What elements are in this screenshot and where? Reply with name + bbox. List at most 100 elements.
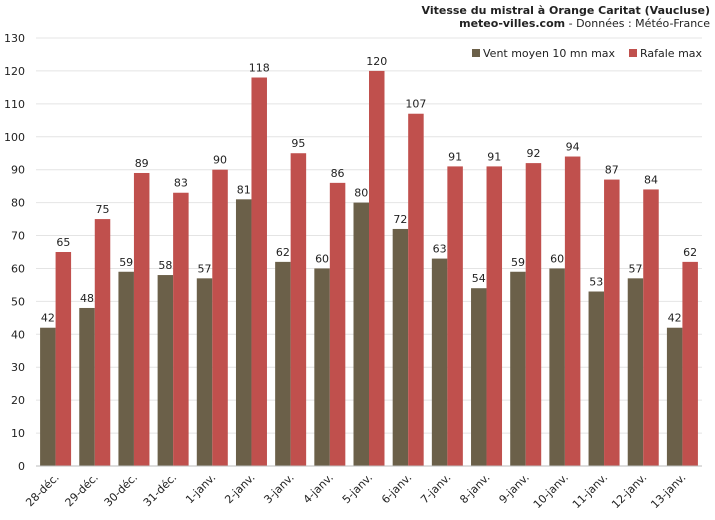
bar-rafale-max [212,170,228,466]
bar-rafale-max [604,180,620,466]
data-label: 60 [550,252,564,265]
y-tick-label: 0 [18,460,25,473]
bar-vent-moyen [393,229,409,466]
x-tick-label: 28-déc. [23,471,61,509]
bar-vent-moyen [40,328,56,466]
data-label: 60 [315,252,329,265]
data-label: 57 [198,262,212,275]
bar-vent-moyen [549,268,565,466]
bar-rafale-max [330,183,346,466]
bar-rafale-max [369,71,385,466]
data-label: 72 [393,213,407,226]
legend-swatch [472,49,480,57]
y-tick-label: 120 [4,65,25,78]
data-label: 120 [366,55,387,68]
data-label: 86 [331,167,345,180]
x-tick-label: 8-janv. [457,471,492,506]
data-label: 42 [41,312,55,325]
chart-header: Vitesse du mistral à Orange Caritat (Vau… [422,4,711,30]
data-label: 63 [433,243,447,256]
x-tick-label: 2-janv. [222,471,257,506]
bar-rafale-max [56,252,72,466]
bar-vent-moyen [275,262,291,466]
data-label: 75 [96,203,110,216]
data-label: 48 [80,292,94,305]
y-tick-label: 70 [11,230,25,243]
x-tick-label: 12-janv. [609,471,649,511]
x-tick-label: 31-déc. [141,471,179,509]
bar-vent-moyen [589,292,605,466]
bar-vent-moyen [354,203,370,466]
data-label: 94 [566,141,580,154]
x-tick-label: 13-janv. [648,471,688,511]
data-label: 81 [237,183,251,196]
bar-rafale-max [447,166,463,466]
bar-vent-moyen [510,272,526,466]
data-label: 87 [605,164,619,177]
bar-vent-moyen [118,272,134,466]
bar-vent-moyen [314,268,330,466]
bar-rafale-max [251,78,267,466]
x-tick-label: 30-déc. [102,471,140,509]
data-label: 80 [354,187,368,200]
data-label: 58 [158,259,172,272]
chart-title: Vitesse du mistral à Orange Caritat (Vau… [422,4,710,17]
data-label: 62 [276,246,290,259]
x-tick-label: 6-janv. [379,471,414,506]
y-tick-label: 60 [11,262,25,275]
x-tick-label: 11-janv. [570,471,610,511]
bar-rafale-max [291,153,307,466]
bar-rafale-max [565,157,581,466]
site-name: meteo-villes.com [459,17,565,30]
bar-rafale-max [173,193,189,466]
x-tick-label: 9-janv. [497,471,532,506]
data-label: 91 [448,150,462,163]
legend-label: Vent moyen 10 mn max [483,47,616,60]
chart-subtitle: meteo-villes.com - Données : Météo-Franc… [459,17,710,30]
y-tick-label: 40 [11,328,25,341]
x-tick-label: 5-janv. [340,471,375,506]
y-tick-label: 130 [4,32,25,45]
x-tick-label: 7-janv. [418,471,453,506]
data-label: 59 [511,256,525,269]
y-tick-label: 80 [11,197,25,210]
data-label: 107 [405,98,426,111]
bar-vent-moyen [158,275,174,466]
y-tick-label: 100 [4,131,25,144]
x-tick-label: 3-janv. [261,471,296,506]
data-label: 118 [249,62,270,75]
x-tick-label: 10-janv. [531,471,571,511]
data-label: 90 [213,154,227,167]
bar-vent-moyen [236,199,252,466]
data-source: - Données : Météo-France [565,17,710,30]
x-tick-label: 29-déc. [63,471,101,509]
bar-rafale-max [95,219,111,466]
x-tick-label: 1-janv. [183,471,218,506]
data-label: 92 [526,147,540,160]
x-tick-label: 4-janv. [301,471,336,506]
bar-rafale-max [682,262,698,466]
bar-rafale-max [643,189,659,466]
bar-rafale-max [487,166,503,466]
y-tick-label: 10 [11,427,25,440]
data-label: 83 [174,177,188,190]
data-label: 62 [683,246,697,259]
bar-vent-moyen [432,259,448,466]
data-label: 89 [135,157,149,170]
y-tick-label: 90 [11,164,25,177]
y-tick-label: 110 [4,98,25,111]
x-axis-ticks: 28-déc. 29-déc. 30-déc. 31-déc. 1-janv. 2-jan… [23,471,688,511]
data-label: 65 [56,236,70,249]
bar-vent-moyen [197,278,213,466]
data-label: 91 [487,150,501,163]
legend-swatch [629,49,637,57]
data-label: 59 [119,256,133,269]
legend: Vent moyen 10 mn max Rafale max [472,47,703,60]
data-label: 42 [668,312,682,325]
data-label: 84 [644,173,658,186]
bar-vent-moyen [667,328,683,466]
legend-label: Rafale max [640,47,703,60]
y-tick-label: 30 [11,361,25,374]
y-axis-ticks: 0 10 20 30 40 50 60 70 80 90 100 110 120 130 [4,32,25,473]
